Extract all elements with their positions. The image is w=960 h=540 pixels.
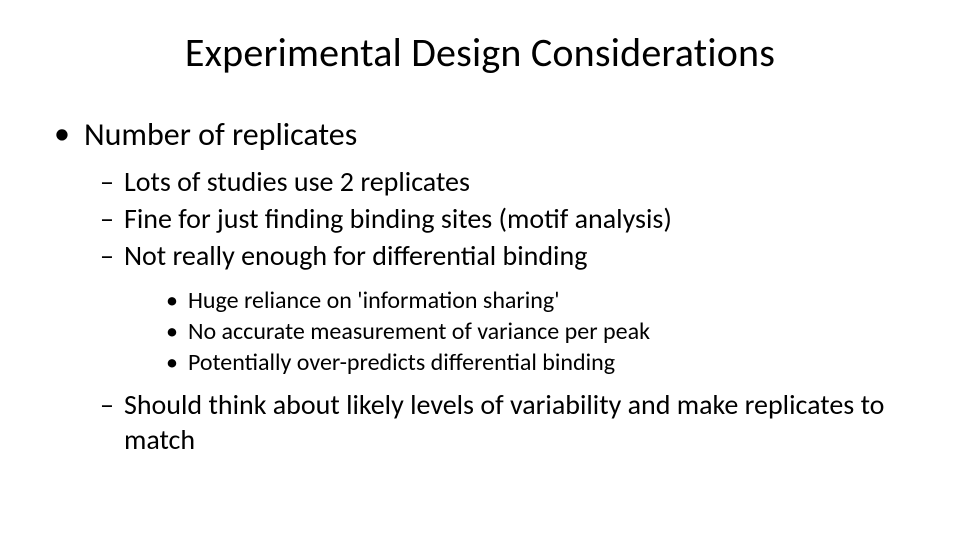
bullet-marker-l3: • [166, 347, 178, 378]
bullet-level3: • Potentially over-predicts differential… [166, 347, 912, 378]
bullet-level2: – Not really enough for differential bin… [100, 238, 912, 273]
bullet-text-l3: No accurate measurement of variance per … [188, 316, 650, 347]
bullet-level2: – Should think about likely levels of va… [100, 387, 912, 457]
bullet-marker-l3: • [166, 285, 178, 316]
bullet-marker-l2: – [100, 387, 114, 422]
bullet-marker-l2: – [100, 201, 114, 236]
bullet-level3: • Huge reliance on 'information sharing' [166, 285, 912, 316]
bullet-text-l2: Should think about likely levels of vari… [124, 387, 912, 457]
bullet-level3: • No accurate measurement of variance pe… [166, 316, 912, 347]
bullet-level2: – Fine for just finding binding sites (m… [100, 201, 912, 236]
bullet-marker-l2: – [100, 164, 114, 199]
bullet-marker-l3: • [166, 316, 178, 347]
bullet-text-l3: Huge reliance on 'information sharing' [188, 285, 560, 316]
slide-title: Experimental Design Considerations [48, 28, 912, 77]
bullet-text-l3: Potentially over-predicts differential b… [188, 347, 615, 378]
bullet-text-l2: Not really enough for differential bindi… [124, 238, 587, 273]
bullet-level1: • Number of replicates [54, 115, 912, 154]
slide-container: Experimental Design Considerations • Num… [0, 0, 960, 540]
bullet-marker-l2: – [100, 238, 114, 273]
bullet-text-l1: Number of replicates [84, 115, 357, 154]
bullet-marker-l1: • [54, 115, 70, 153]
bullet-text-l2: Fine for just finding binding sites (mot… [124, 201, 672, 236]
bullet-text-l2: Lots of studies use 2 replicates [124, 164, 470, 199]
bullet-level2: – Lots of studies use 2 replicates [100, 164, 912, 199]
